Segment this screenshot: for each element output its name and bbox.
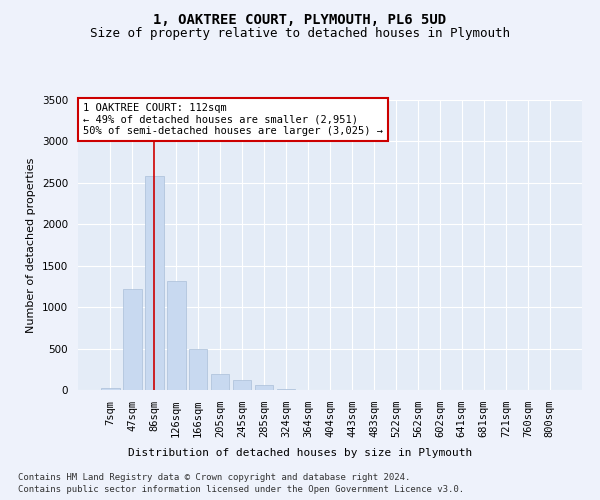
Bar (145, 176, 164, 390)
Bar (277, 389, 295, 390)
Bar (255, 386, 274, 390)
Bar (101, 388, 119, 390)
Bar (211, 374, 229, 390)
Bar (123, 289, 142, 390)
Bar (167, 282, 185, 390)
Text: 1, OAKTREE COURT, PLYMOUTH, PL6 5UD: 1, OAKTREE COURT, PLYMOUTH, PL6 5UD (154, 12, 446, 26)
Text: Distribution of detached houses by size in Plymouth: Distribution of detached houses by size … (128, 448, 472, 458)
Text: Contains public sector information licensed under the Open Government Licence v3: Contains public sector information licen… (18, 485, 464, 494)
Bar (233, 380, 251, 390)
Y-axis label: Number of detached properties: Number of detached properties (26, 158, 37, 332)
Text: Contains HM Land Registry data © Crown copyright and database right 2024.: Contains HM Land Registry data © Crown c… (18, 472, 410, 482)
Text: 1 OAKTREE COURT: 112sqm
← 49% of detached houses are smaller (2,951)
50% of semi: 1 OAKTREE COURT: 112sqm ← 49% of detache… (83, 103, 383, 136)
Bar (189, 350, 208, 390)
Text: Size of property relative to detached houses in Plymouth: Size of property relative to detached ho… (90, 28, 510, 40)
